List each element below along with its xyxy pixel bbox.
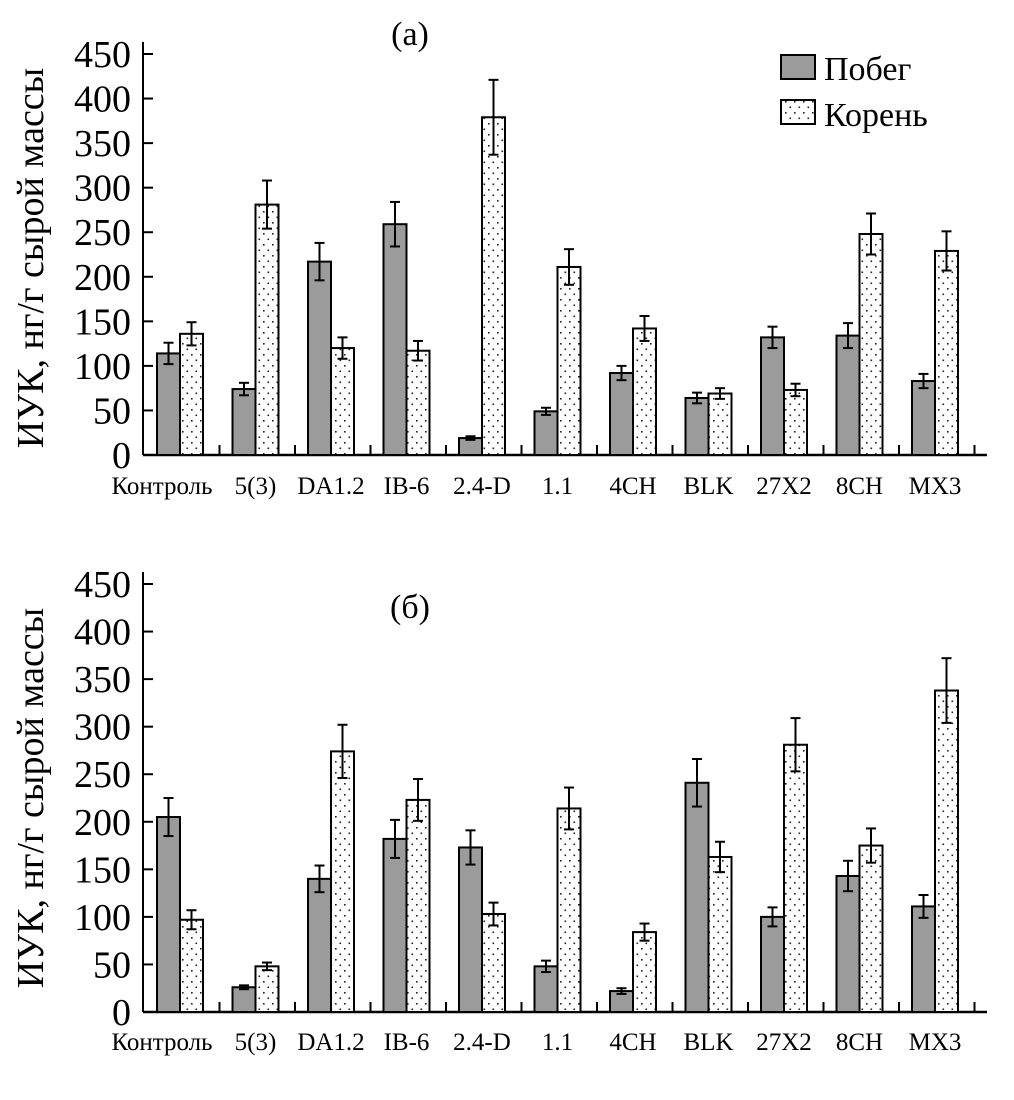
bar-shoot xyxy=(911,905,936,1014)
bar-shoot xyxy=(533,965,559,1014)
y-tick-label: 50 xyxy=(93,944,131,986)
bar-root xyxy=(783,743,808,1013)
y-tick-label: 250 xyxy=(74,212,131,254)
category-label: DA1.2 xyxy=(297,473,364,500)
legend: Побег Корень xyxy=(780,51,928,134)
y-tick-label: 0 xyxy=(112,992,131,1034)
bar-root xyxy=(707,392,733,457)
category-label: 4CH xyxy=(609,1029,656,1056)
bar-shoot xyxy=(156,352,181,456)
legend-label-root: Корень xyxy=(824,97,928,134)
bar-shoot xyxy=(684,781,710,1013)
bar-shoot xyxy=(835,334,861,457)
bar-root xyxy=(556,265,582,456)
category-label: Контроль xyxy=(111,473,212,500)
y-tick-label: 50 xyxy=(93,390,131,432)
category-label: IB-6 xyxy=(384,473,430,500)
category-label: MX3 xyxy=(909,473,962,500)
category-label: MX3 xyxy=(909,1029,962,1056)
legend-swatch-root xyxy=(780,99,816,125)
category-label: BLK xyxy=(684,473,734,500)
y-axis-label-a: ИУК, нг/г сырой массы xyxy=(10,68,52,448)
bar-shoot xyxy=(231,388,257,456)
bar-shoot xyxy=(231,986,257,1014)
bar-shoot xyxy=(911,380,936,456)
bar-root xyxy=(934,689,959,1013)
bar-root xyxy=(179,918,204,1014)
chart-panel-b: 0 50 100 150 200 250 300 350 400 450 Контроль 5(3) D… xyxy=(74,564,987,1056)
category-label: 1.1 xyxy=(542,473,573,500)
category-label: DA1.2 xyxy=(297,1029,364,1056)
bar-shoot xyxy=(609,372,634,457)
bar-root xyxy=(783,388,808,456)
y-tick-label: 250 xyxy=(74,754,131,796)
bar-shoot xyxy=(382,223,408,456)
y-tick-label: 100 xyxy=(74,897,131,939)
bar-root xyxy=(254,203,280,456)
bar-root xyxy=(858,844,884,1013)
category-label: 27X2 xyxy=(756,473,812,500)
y-tick-label: 200 xyxy=(74,257,131,299)
category-label: BLK xyxy=(684,1029,734,1056)
y-tick-label: 450 xyxy=(74,34,131,76)
bar-shoot xyxy=(835,874,861,1013)
bar-root xyxy=(330,347,355,457)
legend-label-shoot: Побег xyxy=(824,51,911,88)
category-label: 27X2 xyxy=(756,1029,812,1056)
y-tick-label: 200 xyxy=(74,802,131,844)
bar-root xyxy=(632,931,657,1014)
bar-root xyxy=(858,233,884,456)
bar-shoot xyxy=(760,336,785,456)
panel-label-a: (a) xyxy=(391,16,429,53)
bar-shoot xyxy=(684,396,710,457)
category-label: 8CH xyxy=(836,1029,883,1056)
bar-root xyxy=(179,332,204,457)
y-tick-label: 350 xyxy=(74,659,131,701)
y-tick-label: 150 xyxy=(74,849,131,891)
category-label: 5(3) xyxy=(235,1029,277,1056)
category-label: 5(3) xyxy=(235,473,277,500)
category-label: 2.4-D xyxy=(453,473,511,500)
bar-root xyxy=(632,327,657,456)
bar-root xyxy=(330,750,355,1013)
y-tick-label: 100 xyxy=(74,346,131,388)
bar-shoot xyxy=(458,846,483,1013)
category-label: IB-6 xyxy=(384,1029,430,1056)
category-label: 1.1 xyxy=(542,1029,573,1056)
category-label: 4CH xyxy=(609,473,656,500)
bar-shoot xyxy=(382,837,408,1013)
category-label: Контроль xyxy=(111,1029,212,1056)
y-tick-label: 450 xyxy=(74,564,131,606)
bar-root xyxy=(405,798,431,1013)
bar-root xyxy=(556,807,582,1013)
bar-root xyxy=(405,349,431,456)
y-tick-label: 150 xyxy=(74,301,131,343)
y-tick-label: 400 xyxy=(74,79,131,121)
y-tick-label: 300 xyxy=(74,707,131,749)
category-label: 2.4-D xyxy=(453,1029,511,1056)
panel-label-b: (б) xyxy=(390,589,430,626)
bar-root xyxy=(481,913,506,1014)
bar-shoot xyxy=(307,877,332,1013)
bar-root xyxy=(254,965,280,1014)
bar-shoot xyxy=(307,260,332,456)
bar-shoot xyxy=(156,816,181,1013)
bar-root xyxy=(481,116,506,456)
bar-shoot xyxy=(760,915,785,1014)
y-axis-label-b: ИУК, нг/г сырой массы xyxy=(10,608,52,988)
legend-swatch-shoot xyxy=(780,54,816,80)
bar-root xyxy=(707,855,733,1013)
y-tick-label: 400 xyxy=(74,612,131,654)
y-tick-label: 350 xyxy=(74,123,131,165)
bar-root xyxy=(934,249,959,456)
bar-shoot xyxy=(533,410,559,456)
y-tick-label: 0 xyxy=(112,435,131,477)
category-label: 8CH xyxy=(836,473,883,500)
y-tick-label: 300 xyxy=(74,168,131,210)
